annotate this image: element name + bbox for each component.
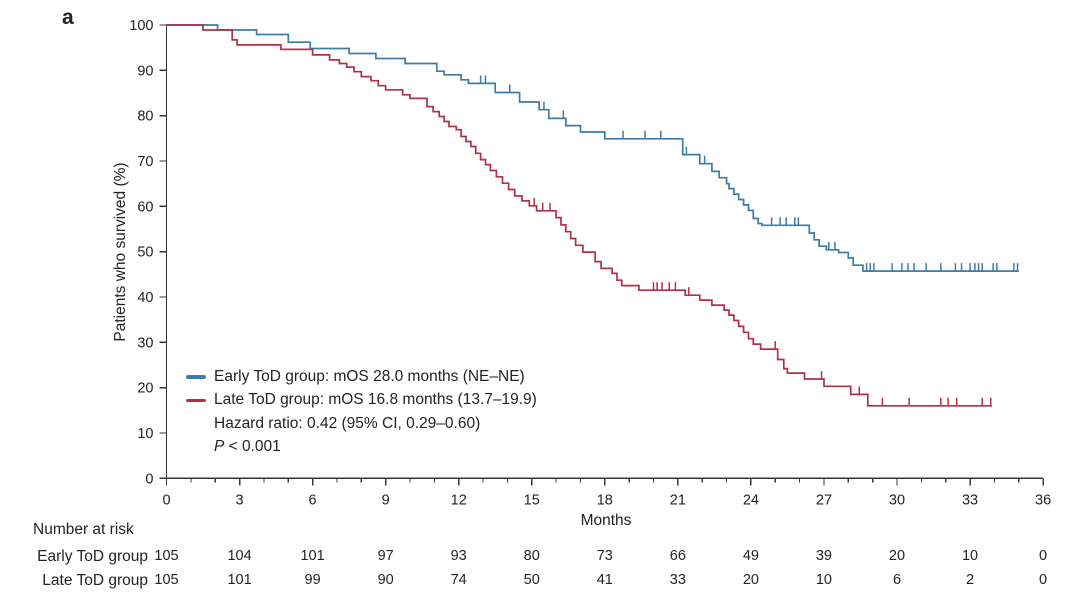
- risk-table-title: Number at risk: [33, 521, 134, 538]
- x-tick-label: 24: [743, 492, 759, 508]
- x-tick-label: 0: [162, 492, 170, 508]
- x-axis-title: Months: [0, 512, 1080, 530]
- late-curve-swatch: [186, 398, 206, 402]
- hazard-ratio-text: Hazard ratio: 0.42 (95% CI, 0.29–0.60): [214, 414, 481, 432]
- risk-value: 97: [377, 548, 394, 564]
- y-tick-label: 50: [137, 245, 153, 261]
- x-tick-label: 21: [670, 492, 686, 508]
- annotation-p-value: P < 0.001: [186, 436, 537, 460]
- risk-value: 0: [1039, 548, 1048, 564]
- risk-value: 6: [892, 572, 902, 588]
- risk-value: 10: [961, 548, 979, 564]
- y-tick-label: 90: [137, 63, 153, 79]
- legend-row-early: Early ToD group: mOS 28.0 months (NE–NE): [186, 365, 537, 389]
- risk-value: 90: [377, 572, 394, 588]
- y-tick-label: 80: [137, 109, 153, 125]
- x-tick-label: 33: [962, 492, 978, 508]
- risk-row-label-late: Late ToD group: [42, 572, 148, 589]
- risk-row-label-early: Early ToD group: [37, 548, 148, 565]
- x-axis-title-text: Months: [580, 512, 632, 529]
- risk-value: 101: [227, 572, 252, 588]
- y-tick-label: 40: [137, 290, 153, 306]
- risk-value: 49: [742, 548, 759, 564]
- x-tick-label: 30: [889, 492, 905, 508]
- y-tick-label: 70: [137, 154, 153, 170]
- risk-value: 50: [523, 572, 540, 588]
- legend-row-late: Late ToD group: mOS 16.8 months (13.7–19…: [186, 389, 537, 413]
- x-tick-label: 9: [382, 492, 390, 508]
- risk-value: 105: [154, 572, 179, 588]
- late-tod-curve: [166, 24, 992, 407]
- risk-row-early: Early ToD group 105 104 101 97 93 80 73 66 49 39 2…: [0, 548, 1080, 568]
- risk-value: 41: [596, 572, 613, 588]
- risk-value: 33: [669, 572, 686, 588]
- x-tick-label: 36: [1035, 492, 1051, 508]
- risk-value: 66: [669, 548, 686, 564]
- early-tod-curve: [166, 24, 1019, 272]
- risk-value: 74: [450, 572, 467, 588]
- risk-row-late: Late ToD group 105 101 99 90 74 50 41 33 20 10 6 2 0: [0, 572, 1080, 592]
- y-tick-label: 0: [145, 471, 153, 487]
- x-tick-label: 3: [236, 492, 244, 508]
- x-tick-label: 12: [451, 492, 467, 508]
- x-tick-label: 27: [816, 492, 832, 508]
- risk-value: 80: [523, 548, 540, 564]
- y-tick-label: 10: [137, 426, 153, 442]
- p-value-symbol: P: [214, 438, 225, 456]
- p-value-text: < 0.001: [224, 438, 281, 456]
- legend-label-late: Late ToD group: mOS 16.8 months (13.7–19…: [214, 391, 537, 409]
- risk-value: 10: [815, 572, 833, 588]
- y-tick-label: 100: [129, 18, 153, 34]
- risk-value: 99: [304, 572, 321, 588]
- y-tick-label: 20: [137, 381, 153, 397]
- legend-label-early: Early ToD group: mOS 28.0 months (NE–NE): [214, 367, 525, 385]
- risk-value: 105: [154, 548, 179, 564]
- risk-value: 20: [888, 548, 906, 564]
- risk-value: 2: [966, 572, 975, 588]
- risk-value: 93: [450, 548, 467, 564]
- risk-value: 0: [1039, 572, 1048, 588]
- y-tick-label: 60: [137, 199, 153, 215]
- y-axis-title: Patients who survived (%): [112, 162, 129, 342]
- risk-value: 39: [815, 548, 833, 564]
- risk-value: 20: [742, 572, 759, 588]
- y-tick-label: 30: [137, 335, 153, 351]
- annotation-hazard-ratio: Hazard ratio: 0.42 (95% CI, 0.29–0.60): [186, 412, 537, 436]
- risk-value: 73: [596, 548, 613, 564]
- x-tick-label: 6: [309, 492, 317, 508]
- panel-label: a: [62, 6, 74, 29]
- risk-value: 104: [227, 548, 252, 564]
- x-tick-label: 15: [524, 492, 540, 508]
- risk-value: 101: [300, 548, 325, 564]
- legend: Early ToD group: mOS 28.0 months (NE–NE)…: [186, 365, 537, 459]
- x-tick-label: 18: [597, 492, 613, 508]
- early-curve-swatch: [186, 375, 206, 379]
